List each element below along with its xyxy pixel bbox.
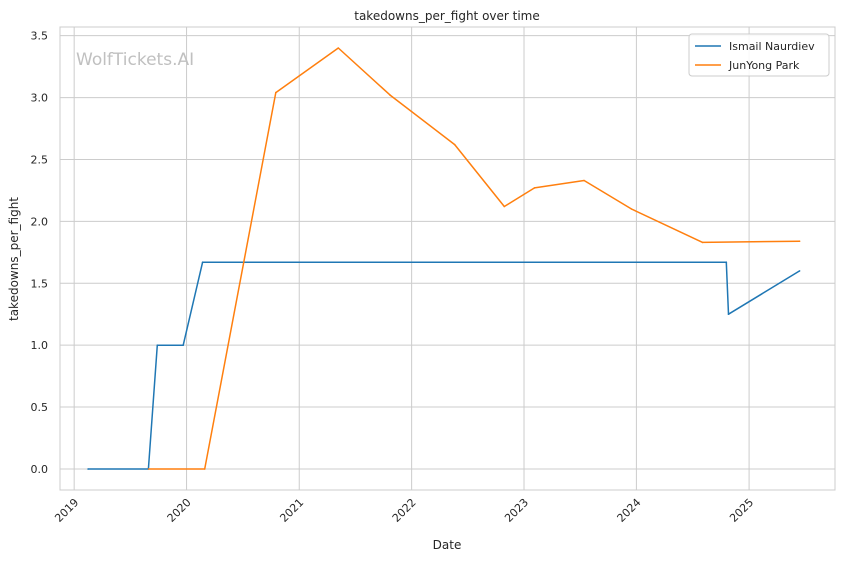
watermark: WolfTickets.AI	[76, 50, 194, 70]
legend-label-junyong-park: JunYong Park	[728, 59, 800, 72]
data-point-junyong-park	[147, 468, 150, 470]
data-point-junyong-park	[701, 241, 704, 244]
data-point-ismail-naurdiev	[87, 468, 89, 470]
grid-lines	[60, 27, 835, 490]
y-axis-label: takedowns_per_fight	[7, 197, 21, 321]
y-tick-label: 1.0	[31, 339, 49, 352]
series-lines	[87, 47, 801, 470]
data-point-junyong-park	[630, 208, 633, 210]
legend-box	[688, 33, 830, 77]
data-point-junyong-park	[583, 179, 585, 182]
y-tick-label: 0.0	[31, 463, 49, 476]
data-point-junyong-park	[389, 94, 391, 96]
chart-title: takedowns_per_fight over time	[354, 9, 540, 23]
legend: Ismail Naurdiev JunYong Park	[688, 33, 830, 77]
data-point-ismail-naurdiev	[798, 270, 801, 272]
data-point-ismail-naurdiev	[201, 261, 204, 264]
data-point-junyong-park	[275, 91, 277, 94]
y-tick-label: 1.5	[31, 277, 49, 290]
data-point-junyong-park	[203, 468, 206, 470]
y-tick-label: 3.5	[31, 30, 49, 43]
data-point-junyong-park	[503, 205, 506, 208]
y-tick-label: 2.5	[31, 153, 49, 166]
data-point-junyong-park	[453, 143, 456, 146]
data-point-ismail-naurdiev	[156, 344, 159, 347]
series-line-ismail-naurdiev	[88, 261, 800, 470]
plot-area	[59, 26, 836, 491]
data-point-ismail-naurdiev	[725, 261, 728, 264]
series-line-junyong-park	[148, 47, 800, 470]
data-point-junyong-park	[798, 240, 801, 242]
data-point-ismail-naurdiev	[727, 313, 730, 316]
data-point-ismail-naurdiev	[182, 344, 184, 347]
x-axis-label: Date	[433, 538, 462, 552]
y-tick-label: 3.0	[31, 92, 49, 105]
legend-label-ismail-naurdiev: Ismail Naurdiev	[729, 40, 815, 53]
y-tick-label: 2.0	[31, 215, 49, 228]
data-point-junyong-park	[337, 47, 340, 49]
data-point-junyong-park	[533, 187, 536, 189]
y-tick-label: 0.5	[31, 401, 49, 414]
y-axis-ticks: 0.0 0.5 1.0 1.5 2.0 2.5 3.0 3.5	[31, 30, 49, 476]
